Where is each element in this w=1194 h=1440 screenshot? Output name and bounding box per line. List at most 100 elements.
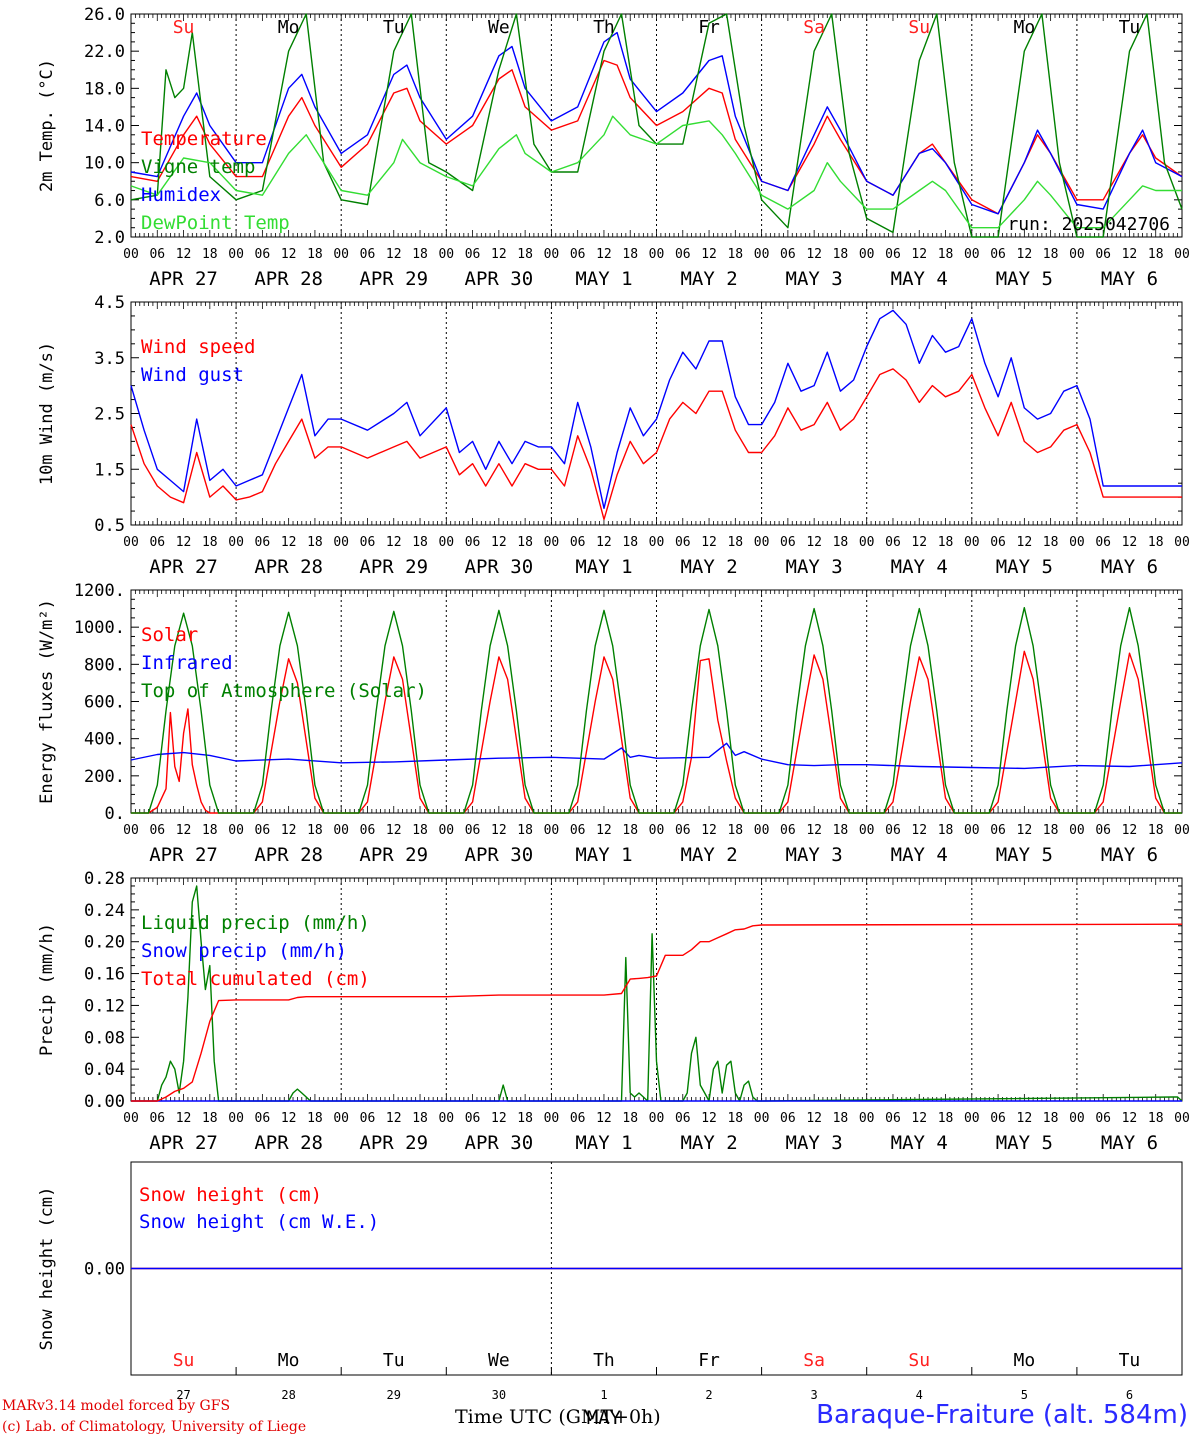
date-label: MAY 1 [575, 844, 632, 866]
hour-label: 06 [1095, 1111, 1111, 1126]
series-vigne-temp [130, 13, 1183, 238]
hour-label: 12 [806, 1111, 822, 1126]
hour-label: 00 [649, 535, 665, 550]
run-label: run: 2025042706 [1007, 214, 1170, 235]
weekday-label: Mo [1014, 17, 1036, 38]
legend-label: Humidex [141, 184, 221, 206]
y-axis-label: Precip (mm/h) [37, 923, 57, 1056]
hour-label: 18 [1043, 247, 1059, 262]
hour-label: 06 [1095, 823, 1111, 838]
hour-label: 12 [1122, 535, 1138, 550]
hour-label: 18 [833, 247, 849, 262]
hour-label: 18 [1148, 823, 1164, 838]
date-label: APR 29 [359, 268, 428, 290]
hour-label: 00 [438, 1111, 454, 1126]
date-label: APR 30 [465, 844, 534, 866]
weekday-label: Tu [1119, 17, 1141, 38]
hour-label: 18 [517, 823, 533, 838]
y-axis-label: Snow height (cm) [37, 1187, 57, 1351]
weekday-label: Sa [803, 17, 825, 38]
hour-label: 18 [622, 247, 638, 262]
date-label: APR 29 [359, 556, 428, 578]
day-number-label: 29 [387, 1388, 401, 1402]
hour-label: 00 [123, 1111, 139, 1126]
hour-label: 06 [780, 535, 796, 550]
date-label: MAY 4 [891, 844, 948, 866]
hour-label: 06 [675, 1111, 691, 1126]
hour-label: 12 [701, 823, 717, 838]
y-tick-label: 3.5 [94, 349, 125, 369]
hour-label: 06 [465, 535, 481, 550]
date-label: MAY 3 [786, 1132, 843, 1154]
hour-label: 06 [465, 247, 481, 262]
hour-label: 06 [885, 535, 901, 550]
hour-label: 00 [964, 823, 980, 838]
hour-label: 18 [833, 823, 849, 838]
hour-label: 18 [307, 247, 323, 262]
hour-label: 00 [1069, 247, 1085, 262]
hour-label: 18 [1148, 247, 1164, 262]
date-label: MAY 5 [996, 556, 1053, 578]
hour-label: 18 [622, 535, 638, 550]
date-label: APR 27 [149, 1132, 218, 1154]
hour-label: 18 [833, 1111, 849, 1126]
date-label: MAY 4 [891, 268, 948, 290]
hour-label: 12 [701, 535, 717, 550]
hour-label: 18 [727, 535, 743, 550]
hour-label: 18 [622, 823, 638, 838]
weekday-label: Mo [278, 1350, 300, 1371]
weekday-label: Th [593, 1350, 615, 1371]
hour-label: 00 [333, 535, 349, 550]
series-wind-gust [130, 309, 1182, 509]
hour-label: 18 [1043, 823, 1059, 838]
y-tick-label: 0.24 [84, 901, 125, 921]
hour-label: 00 [544, 247, 560, 262]
hour-label: 18 [412, 535, 428, 550]
y-tick-label: 0.20 [84, 933, 125, 953]
hour-label: 18 [412, 823, 428, 838]
hour-label: 00 [438, 535, 454, 550]
date-label: MAY 3 [786, 556, 843, 578]
hour-label: 00 [544, 823, 560, 838]
hour-label: 06 [990, 823, 1006, 838]
date-label: MAY 2 [680, 556, 737, 578]
date-label: APR 29 [359, 1132, 428, 1154]
hour-label: 00 [544, 535, 560, 550]
hour-label: 00 [228, 247, 244, 262]
y-tick-label: 600. [84, 693, 125, 713]
day-number-label: 30 [492, 1388, 506, 1402]
hour-label: 18 [517, 247, 533, 262]
y-tick-label: 1.5 [94, 460, 125, 480]
hour-label: 12 [281, 247, 297, 262]
hour-label: 18 [517, 1111, 533, 1126]
legend-label: Wind gust [141, 364, 244, 386]
hour-label: 06 [149, 823, 165, 838]
hour-label: 12 [701, 247, 717, 262]
date-label: APR 30 [465, 268, 534, 290]
hour-label: 00 [438, 823, 454, 838]
hour-label: 18 [727, 823, 743, 838]
date-label: MAY 6 [1101, 556, 1158, 578]
hour-label: 12 [911, 535, 927, 550]
date-label: APR 29 [359, 844, 428, 866]
date-label: MAY 5 [996, 268, 1053, 290]
hour-label: 00 [754, 1111, 770, 1126]
weekday-label: Fr [698, 1350, 720, 1371]
hour-label: 12 [1017, 823, 1033, 838]
hour-label: 00 [964, 1111, 980, 1126]
day-number-label: 27 [176, 1388, 190, 1402]
y-tick-label: 0. [105, 804, 125, 824]
hour-label: 00 [228, 535, 244, 550]
date-label: APR 27 [149, 268, 218, 290]
date-label: MAY 1 [575, 1132, 632, 1154]
hour-label: 00 [123, 823, 139, 838]
day-number-label: 3 [811, 1388, 818, 1402]
hour-label: 00 [859, 247, 875, 262]
hour-label: 06 [255, 823, 271, 838]
legend-label: Liquid precip (mm/h) [141, 912, 370, 934]
weekday-label: Mo [1014, 1350, 1036, 1371]
hour-label: 18 [307, 1111, 323, 1126]
hour-label: 12 [596, 247, 612, 262]
hour-label: 12 [491, 823, 507, 838]
hour-label: 12 [386, 823, 402, 838]
